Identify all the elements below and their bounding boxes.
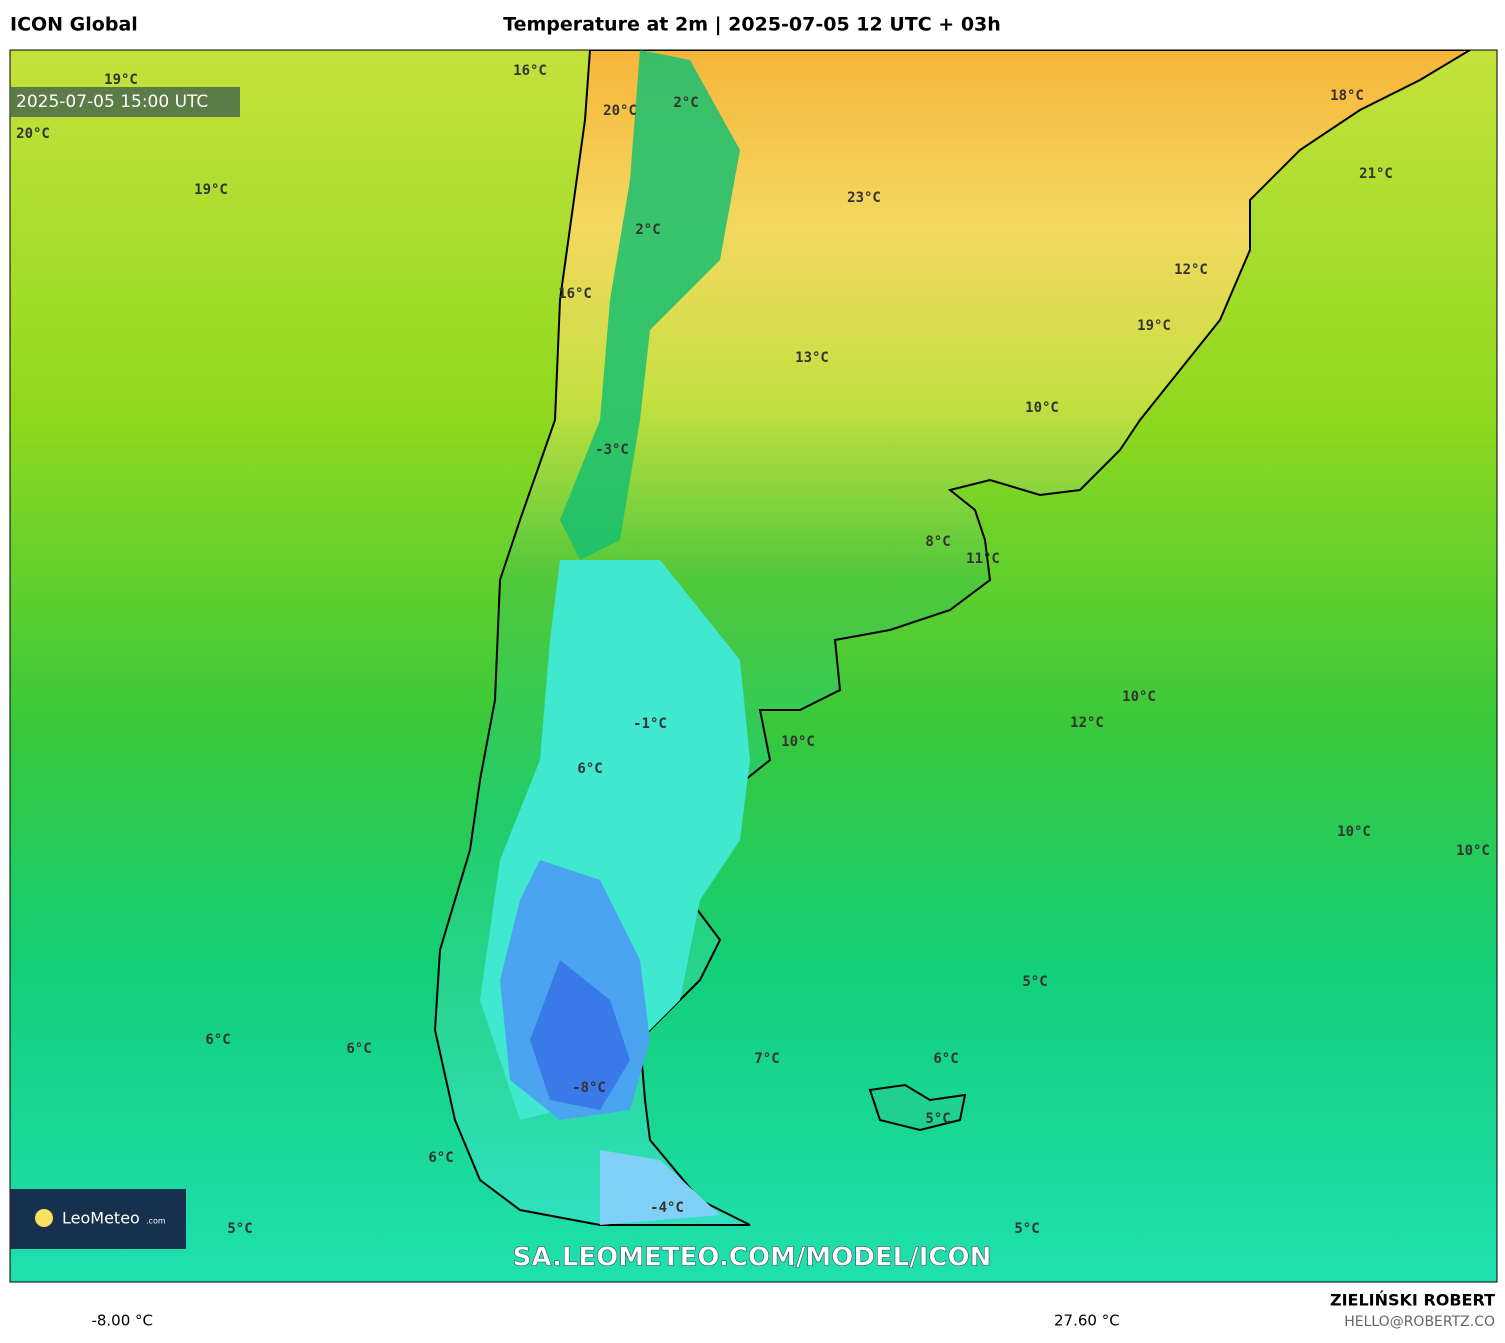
- valid-time-box: [10, 87, 240, 117]
- temperature-label: 12°C: [1070, 715, 1104, 731]
- temperature-label: 10°C: [1025, 400, 1059, 416]
- temperature-label: 18°C: [1330, 88, 1364, 104]
- temperature-label: 6°C: [428, 1150, 453, 1166]
- temperature-label: 6°C: [346, 1041, 371, 1057]
- credit-author: ZIELIŃSKI ROBERT: [1330, 1291, 1495, 1310]
- tierra-del-fuego: [600, 1150, 720, 1225]
- temperature-label: 19°C: [194, 182, 228, 198]
- temperature-label: 19°C: [1137, 318, 1171, 334]
- temperature-label: -3°C: [595, 442, 629, 458]
- temperature-label: 2°C: [635, 222, 660, 238]
- temperature-label: 20°C: [16, 126, 50, 142]
- temperature-label: 16°C: [558, 286, 592, 302]
- temperature-label: -8°C: [572, 1080, 606, 1096]
- temperature-label: 6°C: [205, 1032, 230, 1048]
- map-title: Temperature at 2m | 2025-07-05 12 UTC + …: [503, 14, 1001, 36]
- credit-contact: HELLO@ROBERTZ.CO: [1344, 1314, 1495, 1330]
- colorbar-min: -8.00 °C: [91, 1312, 153, 1330]
- temperature-label: -1°C: [633, 716, 667, 732]
- valid-time: 2025-07-05 15:00 UTC: [16, 92, 208, 112]
- logo-suffix: .com: [146, 1217, 166, 1226]
- temperature-label: 10°C: [1456, 843, 1490, 859]
- logo-sun: [35, 1209, 53, 1227]
- temperature-label: 13°C: [795, 350, 829, 366]
- temperature-label: 2°C: [673, 95, 698, 111]
- temperature-label: 5°C: [1014, 1221, 1039, 1237]
- temperature-label: 12°C: [1174, 262, 1208, 278]
- model-name: ICON Global: [10, 14, 138, 36]
- logo-name: LeoMeteo: [62, 1209, 140, 1228]
- map: [10, 50, 1497, 1282]
- temperature-label: 6°C: [577, 761, 602, 777]
- andes: [560, 50, 740, 560]
- temperature-label: 5°C: [1022, 974, 1047, 990]
- colorbar-max: 27.60 °C: [1054, 1312, 1120, 1330]
- temperature-label: 16°C: [513, 63, 547, 79]
- temperature-label: 6°C: [933, 1051, 958, 1067]
- temperature-label: 10°C: [1337, 824, 1371, 840]
- temperature-label: 23°C: [847, 190, 881, 206]
- temperature-label: 19°C: [104, 72, 138, 88]
- temperature-label: 5°C: [925, 1111, 950, 1127]
- falklands: [868, 1083, 967, 1132]
- temperature-label: 10°C: [781, 734, 815, 750]
- temperature-label: 10°C: [1122, 689, 1156, 705]
- temperature-label: -4°C: [650, 1200, 684, 1216]
- temperature-label: 20°C: [603, 103, 637, 119]
- map-frame: [9, 49, 1498, 1283]
- temperature-label: 11°C: [966, 551, 1000, 567]
- source-url: SA.LEOMETEO.COM/MODEL/ICON: [513, 1243, 992, 1273]
- temperature-label: 8°C: [925, 534, 950, 550]
- temperature-label: 5°C: [227, 1221, 252, 1237]
- temperature-label: 21°C: [1359, 166, 1393, 182]
- patagonia-coldest: [530, 960, 630, 1110]
- temperature-labels: 19°C 16°C 20°C 2°C 18°C 20°C 19°C 23°C 21°C 2°C 12…: [16, 63, 1490, 1237]
- temperature-label: 7°C: [754, 1051, 779, 1067]
